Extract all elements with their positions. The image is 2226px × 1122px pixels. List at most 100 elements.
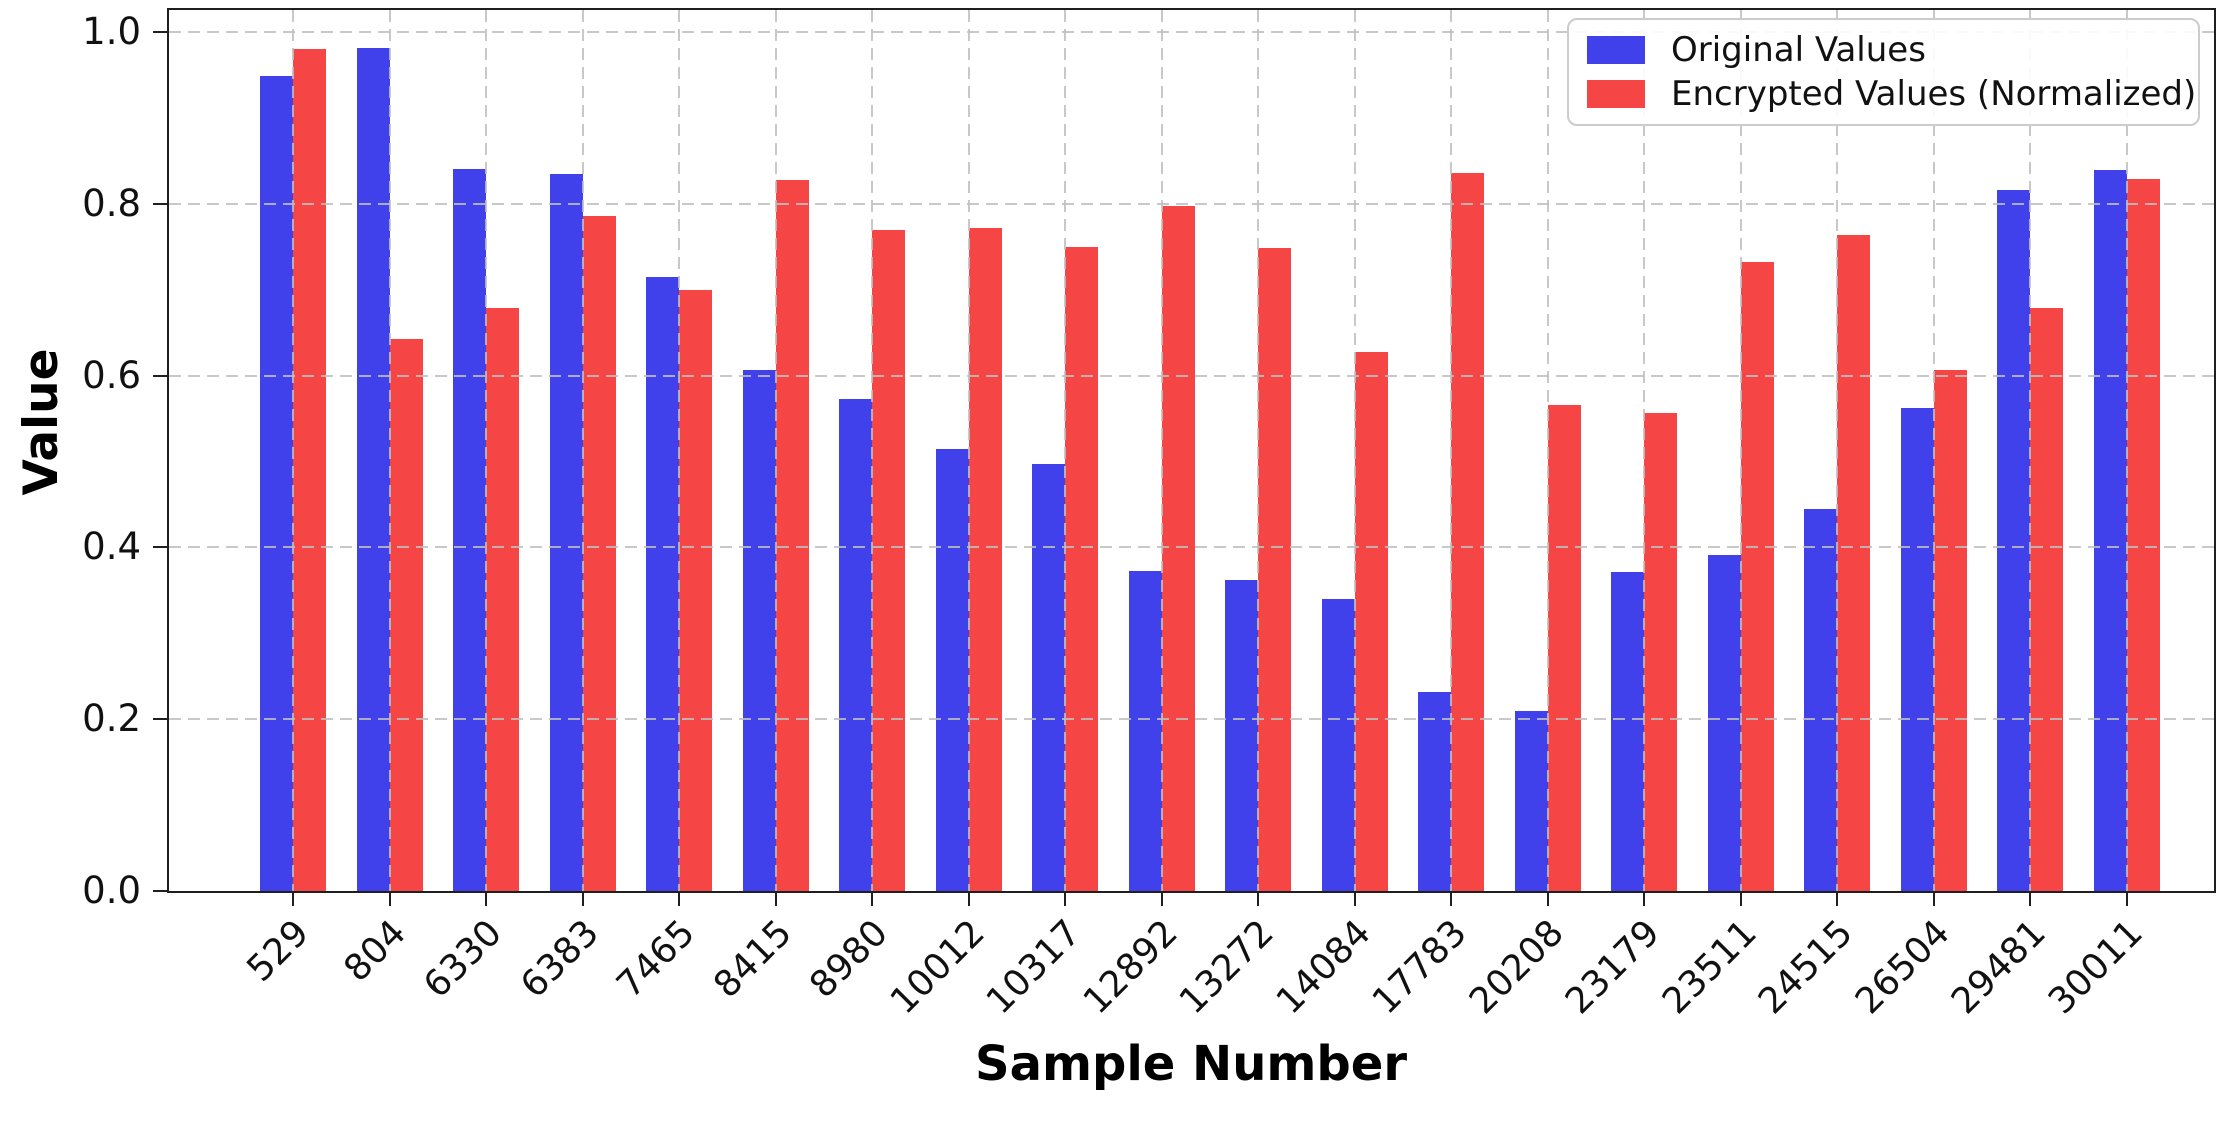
gridline-v [871, 10, 873, 891]
gridline-v [1257, 10, 1259, 891]
y-tick-label: 1.0 [82, 10, 141, 53]
y-tick-label: 0.4 [82, 525, 141, 569]
bar-encrypted [486, 307, 519, 891]
x-tick [485, 893, 487, 906]
x-tick-label: 23511 [1654, 912, 1765, 1023]
x-tick [1353, 893, 1356, 906]
bar-encrypted [679, 289, 712, 891]
x-tick-label: 24515 [1751, 912, 1862, 1023]
x-tick [774, 893, 777, 906]
x-tick [2029, 893, 2031, 906]
x-tick-label: 529 [239, 912, 318, 990]
bar-encrypted [1451, 172, 1484, 891]
legend-label: Original Values [1671, 30, 1926, 70]
bar-encrypted [968, 227, 1002, 891]
bar-original [1418, 691, 1451, 891]
x-tick-label: 10012 [882, 912, 993, 1023]
gridline-v [485, 10, 487, 891]
gridline-v [1836, 10, 1838, 891]
y-tick [153, 202, 167, 205]
bar-encrypted [2030, 307, 2063, 891]
gridline-v [2125, 10, 2128, 891]
bar-encrypted [775, 179, 809, 891]
bar-original [839, 398, 872, 891]
x-tick-label: 10317 [979, 912, 1090, 1023]
legend-item: Original Values [1587, 30, 2180, 70]
bar-original [1997, 190, 2030, 891]
x-tick [581, 893, 584, 906]
gridline-v [388, 10, 391, 891]
x-tick-label: 29481 [1944, 912, 2055, 1023]
bar-original [935, 448, 969, 891]
y-tick [153, 31, 167, 33]
bar-original [1032, 464, 1065, 891]
bar-original [1514, 710, 1548, 891]
bar-original [453, 168, 486, 891]
gridline-v [1932, 10, 1935, 891]
gridline-v [967, 10, 970, 891]
x-tick [1643, 893, 1645, 906]
plot-area: 0.0 0.2 0.4 0.6 0.8 1.0 529 804 6330 6383 7465 8415… [82, 8, 2216, 1022]
y-tick [153, 718, 167, 721]
gridline-h [169, 546, 2214, 549]
gridline-v [1450, 10, 1452, 891]
x-tick-label: 17783 [1365, 912, 1476, 1023]
bar-original [260, 75, 293, 891]
x-tick [2125, 893, 2128, 906]
gridline-v [1546, 10, 1549, 891]
gridline-h [169, 374, 2214, 377]
gridline-v [581, 10, 584, 891]
y-tick [153, 890, 167, 892]
bar-original [1900, 408, 1934, 891]
bar-original [1707, 555, 1741, 891]
legend-swatch [1587, 80, 1645, 108]
legend-item: Encrypted Values (Normalized) [1587, 74, 2196, 114]
bar-encrypted [293, 49, 326, 891]
gridline-h [169, 202, 2214, 205]
x-tick-label: 30011 [2040, 912, 2151, 1023]
x-tick [1450, 893, 1452, 906]
bar-encrypted [1161, 206, 1195, 891]
gridline-v [1643, 10, 1645, 891]
y-tick-label: 0.8 [82, 181, 141, 225]
x-tick-label: 23179 [1558, 912, 1669, 1023]
gridline-h [169, 718, 2214, 721]
bar-original [1225, 580, 1258, 891]
bar-original [646, 276, 679, 891]
bar-original [549, 173, 583, 891]
x-tick [1064, 893, 1066, 906]
x-tick-label: 14084 [1268, 912, 1379, 1023]
x-tick [1836, 893, 1838, 906]
x-tick-label: 6383 [513, 912, 607, 1007]
y-tick-label: 0.0 [82, 869, 141, 912]
gridline-h [169, 31, 2214, 33]
gridline-v [2029, 10, 2031, 891]
x-tick-label: 12892 [1075, 912, 1186, 1023]
x-axis-label: Sample Number [975, 1036, 1407, 1092]
x-tick [388, 893, 391, 906]
bar-encrypted [1547, 404, 1581, 891]
x-tick-label: 13272 [1172, 912, 1283, 1023]
x-tick-label: 8415 [706, 912, 800, 1007]
x-tick [1257, 893, 1259, 906]
y-tick-label: 0.6 [82, 353, 141, 397]
x-tick-label: 7465 [609, 912, 704, 1007]
bar-encrypted [1354, 352, 1388, 891]
x-tick-label: 6330 [416, 912, 511, 1007]
legend: Original Values Encrypted Values (Normali… [1567, 18, 2200, 126]
x-tick [1546, 893, 1549, 906]
gridline-v [1353, 10, 1356, 891]
gridline-v [774, 10, 777, 891]
bar-original [2093, 170, 2127, 891]
bar-encrypted [1740, 262, 1774, 891]
bar-encrypted [1258, 247, 1291, 891]
bar-encrypted [1065, 246, 1098, 891]
gridline-v [292, 10, 294, 891]
x-tick [1739, 893, 1742, 906]
y-tick [153, 374, 167, 377]
gridline-v [1160, 10, 1163, 891]
bar-original [1611, 572, 1644, 891]
x-tick [871, 893, 873, 906]
x-tick [1932, 893, 1935, 906]
